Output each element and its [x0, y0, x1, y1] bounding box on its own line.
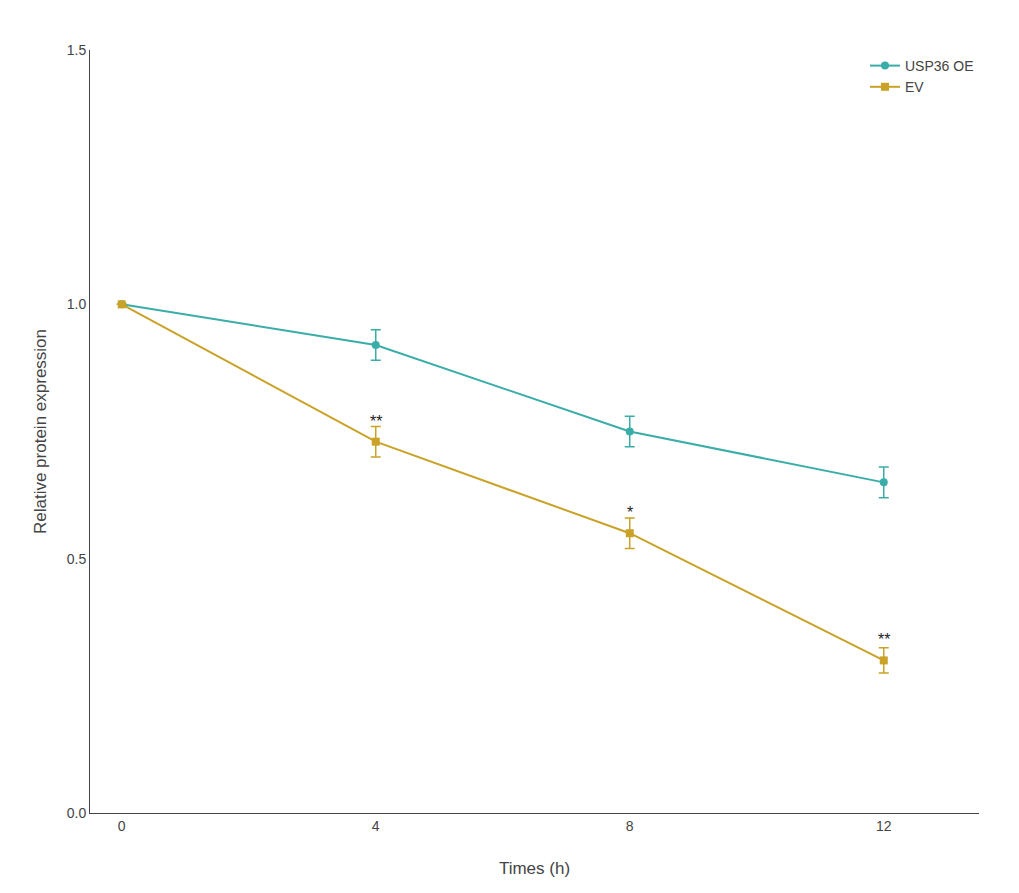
- svg-text:USP36 OE: USP36 OE: [905, 58, 973, 74]
- svg-text:Times (h): Times (h): [499, 859, 570, 878]
- svg-text:1.5: 1.5: [67, 42, 87, 58]
- svg-text:4: 4: [372, 818, 380, 834]
- svg-text:12: 12: [876, 818, 892, 834]
- svg-text:EV: EV: [905, 79, 924, 95]
- svg-text:8: 8: [626, 818, 634, 834]
- svg-text:0: 0: [118, 818, 126, 834]
- svg-text:0.0: 0.0: [67, 805, 87, 821]
- svg-text:0.5: 0.5: [67, 551, 87, 567]
- svg-text:*: *: [627, 504, 633, 521]
- svg-text:1.0: 1.0: [67, 296, 87, 312]
- svg-text:**: **: [878, 631, 890, 648]
- svg-text:**: **: [370, 413, 382, 430]
- svg-text:Relative protein expression: Relative protein expression: [31, 329, 50, 534]
